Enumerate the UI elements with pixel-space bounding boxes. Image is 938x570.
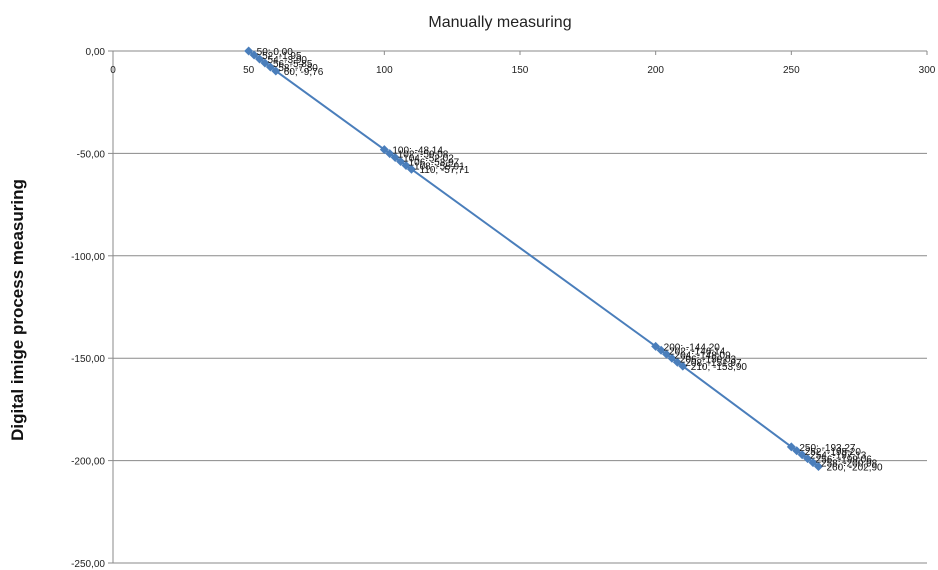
data-point xyxy=(401,161,411,171)
x-tick-label: 200 xyxy=(647,65,664,76)
data-point xyxy=(265,62,275,72)
data-label: 104; -52,02 xyxy=(403,154,454,165)
data-point xyxy=(271,66,281,76)
data-point xyxy=(813,462,823,472)
data-label: 106; -53,97 xyxy=(409,158,460,169)
data-label: 250; -193,27 xyxy=(799,443,856,454)
chart-title: Manually measuring xyxy=(428,14,571,31)
data-point xyxy=(662,349,672,359)
data-point xyxy=(656,345,666,355)
y-tick-label: -50,00 xyxy=(77,149,106,160)
data-label: 100; -48,14 xyxy=(392,146,443,157)
data-label: 58; -7,80 xyxy=(278,63,318,74)
y-tick-label: 0,00 xyxy=(86,47,106,58)
data-label: 102; -50,08 xyxy=(398,150,449,161)
grid-lines xyxy=(113,152,927,564)
data-point xyxy=(249,50,259,60)
data-point xyxy=(792,446,802,456)
data-label: 54; -3,90 xyxy=(268,55,308,66)
data-point xyxy=(390,153,400,163)
x-tick-label: 50 xyxy=(243,65,255,76)
data-point xyxy=(797,450,807,460)
data-point xyxy=(406,164,416,174)
data-point xyxy=(396,157,406,167)
data-point xyxy=(379,145,389,155)
data-point xyxy=(255,54,265,64)
data-label: 60; -9,76 xyxy=(284,67,324,78)
data-label: 202; -146,14 xyxy=(669,346,726,357)
data-point xyxy=(260,58,270,68)
data-point xyxy=(808,458,818,468)
data-label: 206; -150,03 xyxy=(680,354,737,365)
y-tick-label: -250,00 xyxy=(71,559,105,570)
data-label: 56; -5,85 xyxy=(273,59,313,70)
y-tick-label: -100,00 xyxy=(71,252,105,263)
x-tick-label: 0 xyxy=(110,65,116,76)
data-point xyxy=(244,46,254,56)
axes xyxy=(108,50,928,564)
data-label: 256; -199,06 xyxy=(816,455,873,466)
data-label: 260; -202,90 xyxy=(826,463,883,474)
y-axis-label: Digital imige process measuring xyxy=(8,179,27,441)
data-point xyxy=(651,341,661,351)
data-point xyxy=(803,454,813,464)
y-tick-label: -150,00 xyxy=(71,354,105,365)
data-point xyxy=(678,361,688,371)
x-tick-label: 300 xyxy=(919,65,936,76)
tick-labels: 0,00 -50,00 -100,00 -150,00 -200,00 -250,00 0 5… xyxy=(71,47,936,570)
data-label: 50; 0,00 xyxy=(257,47,294,58)
data-point xyxy=(667,353,677,363)
data-label: 258; -200,98 xyxy=(821,459,878,470)
data-label: 254; -197,13 xyxy=(810,451,867,462)
data-label: 204; -148,09 xyxy=(675,350,732,361)
x-tick-label: 150 xyxy=(512,65,529,76)
data-series xyxy=(244,46,823,472)
data-label: 208; -151,97 xyxy=(685,358,742,369)
data-point xyxy=(672,357,682,367)
data-label: 210; -153,90 xyxy=(691,362,748,373)
series-line xyxy=(248,50,820,468)
data-label: 252; -195,20 xyxy=(805,447,862,458)
x-tick-label: 250 xyxy=(783,65,800,76)
y-tick-label: -200,00 xyxy=(71,457,105,468)
data-label: 110; -57,71 xyxy=(419,165,469,176)
data-point xyxy=(385,149,395,159)
data-point xyxy=(786,442,796,452)
data-label: 52; -1,95 xyxy=(262,51,302,62)
x-tick-label: 100 xyxy=(376,65,393,76)
data-label: 108; -55,91 xyxy=(414,162,465,173)
data-label: 200; -144,20 xyxy=(664,342,721,353)
